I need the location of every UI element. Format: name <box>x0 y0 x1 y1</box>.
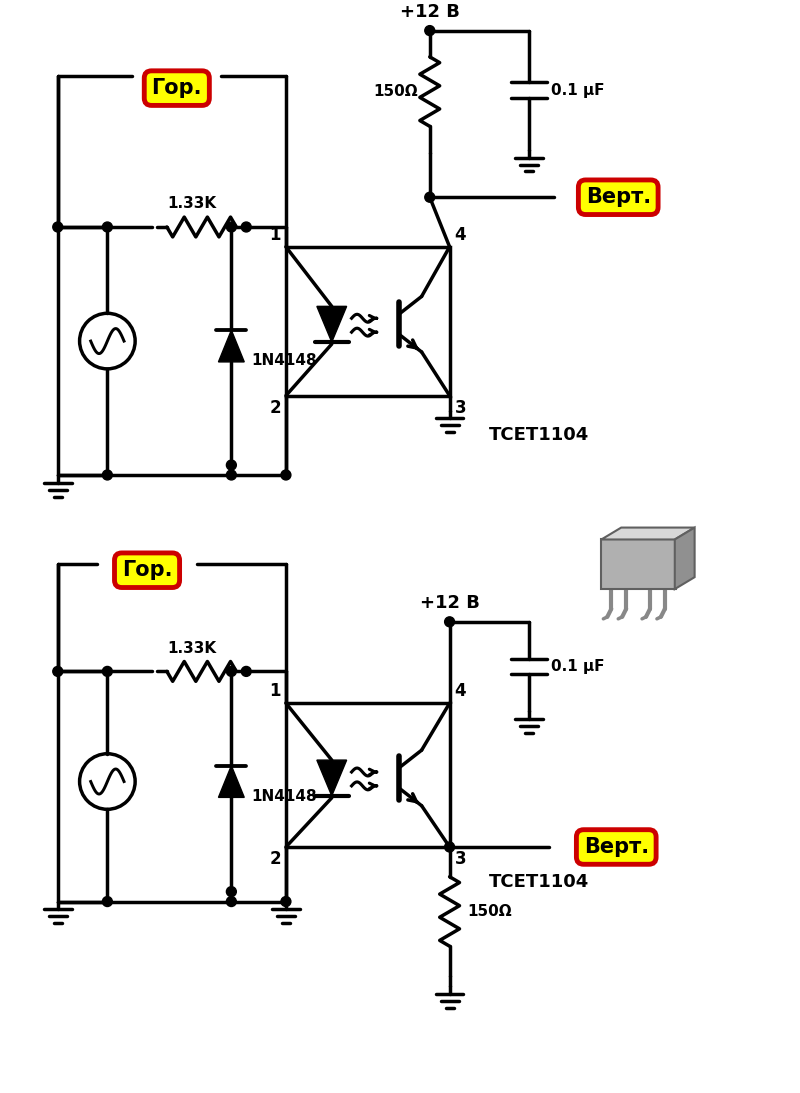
Polygon shape <box>317 306 346 342</box>
Text: Верт.: Верт. <box>586 187 650 208</box>
Text: TCET1104: TCET1104 <box>490 426 590 445</box>
Text: +12 B: +12 B <box>400 2 460 21</box>
Circle shape <box>226 896 236 906</box>
Text: 1.33K: 1.33K <box>167 196 216 211</box>
Circle shape <box>102 896 112 906</box>
Circle shape <box>445 842 454 851</box>
Text: 2: 2 <box>270 399 281 416</box>
Text: 150Ω: 150Ω <box>467 904 512 919</box>
Circle shape <box>281 896 291 906</box>
Text: 3: 3 <box>454 850 466 868</box>
Text: 0.1 μF: 0.1 μF <box>550 83 604 97</box>
Circle shape <box>102 470 112 480</box>
Circle shape <box>226 470 236 480</box>
Bar <box>602 540 676 589</box>
Text: 2: 2 <box>270 850 281 868</box>
Polygon shape <box>317 760 346 796</box>
Text: 150Ω: 150Ω <box>374 83 418 98</box>
Bar <box>286 703 450 847</box>
Circle shape <box>102 667 112 677</box>
Text: 1N4148: 1N4148 <box>251 789 317 803</box>
Polygon shape <box>674 528 694 589</box>
Circle shape <box>226 460 236 470</box>
Circle shape <box>53 222 62 232</box>
Text: Верт.: Верт. <box>584 837 649 857</box>
Circle shape <box>425 25 434 36</box>
Text: 4: 4 <box>454 226 466 244</box>
Text: 1.33K: 1.33K <box>167 640 216 656</box>
Polygon shape <box>218 330 244 362</box>
Polygon shape <box>218 765 244 798</box>
Text: 1: 1 <box>270 226 281 244</box>
Text: 4: 4 <box>454 682 466 701</box>
Circle shape <box>281 470 291 480</box>
Circle shape <box>242 222 251 232</box>
Text: 1N4148: 1N4148 <box>251 353 317 368</box>
Circle shape <box>53 667 62 677</box>
Circle shape <box>445 616 454 626</box>
Bar <box>286 247 450 396</box>
Circle shape <box>425 192 434 202</box>
Text: TCET1104: TCET1104 <box>490 872 590 891</box>
Text: Гор.: Гор. <box>151 78 202 98</box>
Text: 3: 3 <box>454 399 466 416</box>
Text: +12 B: +12 B <box>420 593 479 612</box>
Circle shape <box>226 667 236 677</box>
Circle shape <box>226 886 236 896</box>
Text: 0.1 μF: 0.1 μF <box>550 659 604 674</box>
Circle shape <box>226 222 236 232</box>
Text: 1: 1 <box>270 682 281 701</box>
Polygon shape <box>602 528 694 540</box>
Text: Гор.: Гор. <box>122 561 172 580</box>
Circle shape <box>242 667 251 677</box>
Circle shape <box>102 222 112 232</box>
